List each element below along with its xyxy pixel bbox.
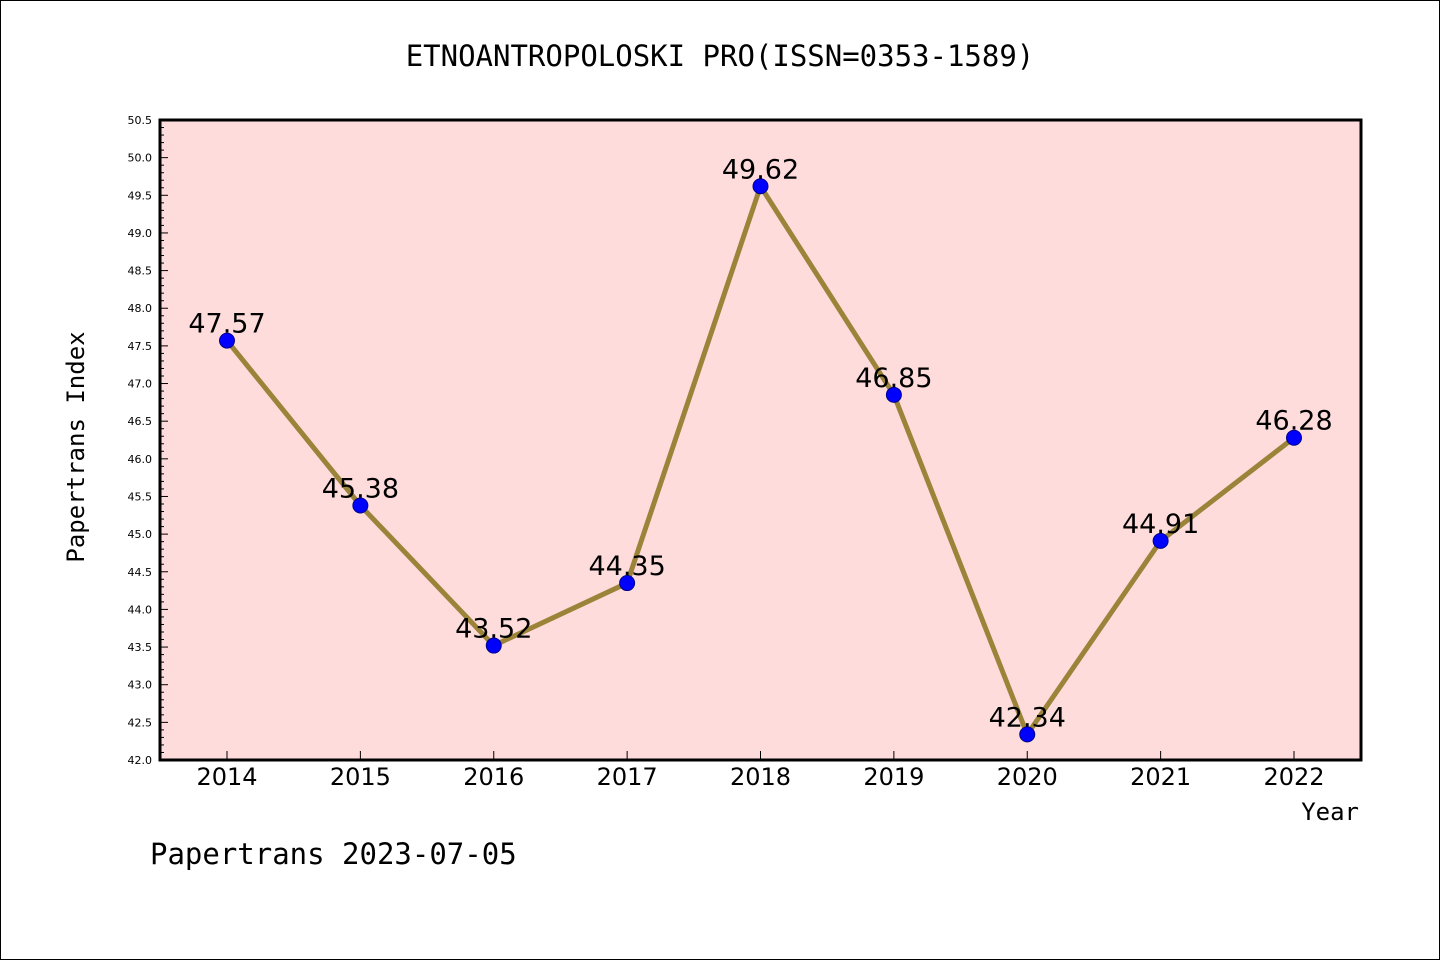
y-tick-label: 45.0 [128, 528, 153, 541]
y-tick-label: 44.0 [128, 603, 153, 616]
y-tick-label: 46.5 [128, 415, 153, 428]
data-point [352, 497, 369, 514]
y-tick-label: 50.5 [128, 114, 153, 127]
y-tick-label: 42.5 [128, 716, 153, 729]
plot-area [160, 120, 1361, 760]
data-label: 44.35 [588, 551, 665, 582]
data-label: 45.38 [322, 474, 399, 505]
y-tick-label: 48.5 [128, 265, 153, 278]
data-point [1286, 429, 1302, 446]
plot-border [158, 118, 1363, 762]
data-label: 46.28 [1255, 406, 1332, 437]
x-tick-label: 2015 [330, 763, 391, 791]
y-tick-label: 45.5 [128, 490, 153, 503]
data-label: 42.34 [989, 702, 1066, 733]
x-axis-ticks: 2014 2015 2016 2017 2018 2019 2020 2021 2022 [196, 751, 1325, 791]
data-point [1019, 726, 1036, 743]
y-tick-label: 43.5 [128, 641, 153, 654]
data-label: 49.62 [722, 154, 799, 185]
data-point [219, 332, 235, 349]
x-axis-label: Year [1301, 798, 1359, 826]
data-point [1152, 532, 1169, 549]
data-point [885, 386, 902, 403]
data-label: 43.52 [455, 614, 532, 645]
x-tick-label: 2018 [730, 763, 791, 791]
y-axis-label: Papertrans Index [62, 331, 90, 562]
y-tick-label: 46.0 [128, 453, 153, 466]
data-label: 46.85 [855, 363, 932, 394]
y-tick-label: 44.5 [128, 566, 153, 579]
y-axis-ticks: 42.0 42.5 43.0 43.5 44.0 44.5 45.0 45.5 46.0 46.5… [128, 114, 168, 767]
x-tick-label: 2020 [997, 763, 1058, 791]
x-tick-label: 2019 [863, 763, 924, 791]
data-point [619, 575, 636, 592]
x-tick-label: 2017 [597, 763, 658, 791]
y-tick-label: 49.0 [128, 227, 153, 240]
data-point [752, 178, 769, 195]
data-point [485, 637, 502, 654]
x-tick-label: 2022 [1263, 763, 1324, 791]
y-tick-label: 47.0 [128, 378, 153, 391]
chart-title: ETNOANTROPOLOSKI PRO(ISSN=0353-1589) [406, 39, 1035, 73]
y-tick-label: 42.0 [128, 754, 153, 767]
x-tick-label: 2014 [196, 763, 257, 791]
data-label: 44.91 [1122, 509, 1199, 540]
y-tick-label: 48.0 [128, 302, 153, 315]
y-tick-label: 47.5 [128, 340, 153, 353]
x-tick-label: 2021 [1130, 763, 1191, 791]
data-labels: 47.57 45.38 43.52 44.35 49.62 46.85 42.34 44.91… [188, 154, 1332, 733]
y-tick-label: 43.0 [128, 679, 153, 692]
data-label: 47.57 [188, 309, 265, 340]
x-tick-label: 2016 [463, 763, 524, 791]
y-tick-label: 50.0 [128, 152, 153, 165]
data-points [219, 178, 1302, 743]
y-tick-label: 49.5 [128, 189, 153, 202]
footer-text: Papertrans 2023-07-05 [150, 837, 517, 871]
